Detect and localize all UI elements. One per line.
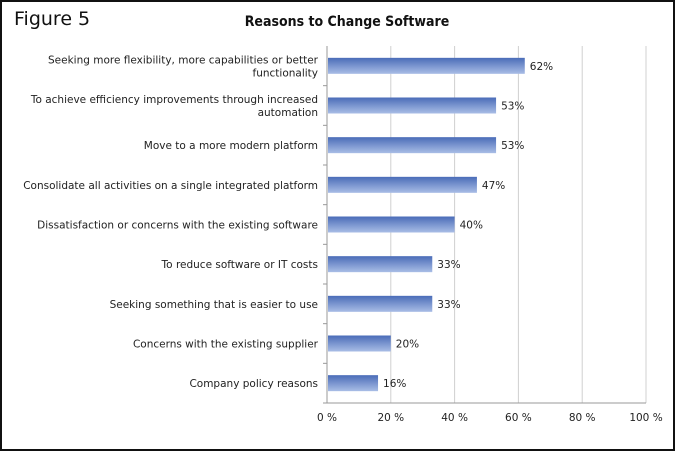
bar [328,375,379,392]
data-label: 47% [482,180,505,192]
bar [328,137,497,154]
x-tick-label: 40 % [441,412,468,424]
x-tick-label: 20 % [377,412,404,424]
bar [328,335,391,352]
category-label: Company policy reasons [189,378,318,390]
category-label: Consolidate all activities on a single i… [23,180,318,192]
x-tick-label: 60 % [505,412,532,424]
data-label: 33% [437,259,460,271]
data-label: 40% [460,220,483,232]
category-label: functionality [253,67,319,79]
bar [328,216,455,233]
data-label: 20% [396,339,419,351]
bar [328,176,477,193]
x-tick-label: 100 % [629,412,662,424]
data-label: 16% [383,378,406,390]
data-label: 33% [437,299,460,311]
bar [328,256,433,273]
category-label: Concerns with the existing supplier [133,339,319,351]
category-label: To reduce software or IT costs [161,259,318,271]
category-label: Seeking something that is easier to use [110,299,318,311]
category-label: To achieve efficiency improvements throu… [30,94,318,106]
category-label: Dissatisfaction or concerns with the exi… [37,220,318,232]
x-tick-label: 80 % [569,412,596,424]
x-tick-label: 0 % [317,412,337,424]
data-label: 53% [501,101,524,113]
category-label: Move to a more modern platform [144,140,318,152]
chart-title: Reasons to Change Software [244,14,450,30]
data-label: 62% [530,61,553,73]
bar [328,97,497,114]
bar [328,57,525,74]
data-label: 53% [501,140,524,152]
figure-label: Figure 5 [14,8,91,30]
bar [328,295,433,312]
category-label: Seeking more flexibility, more capabilit… [48,54,319,66]
category-label: automation [258,107,318,119]
